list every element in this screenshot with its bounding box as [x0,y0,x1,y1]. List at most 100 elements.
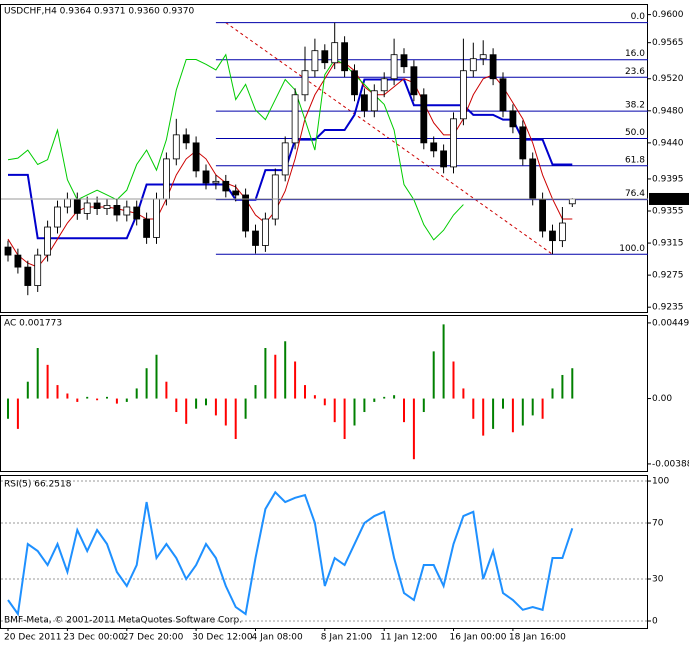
last-price-label: 0.9370 [652,194,684,204]
y-tick-label: 0.9440 [652,138,684,148]
candle-body [301,70,309,96]
candle-body [430,142,438,152]
price-title: USDCHF,H4 0.9364 0.9371 0.9360 0.9370 [4,7,194,17]
y-tick-label: 0.9355 [652,207,684,217]
y-tick-label: 100 [652,477,669,487]
fib-label: 23.6 [625,67,645,77]
candle-body [261,218,269,246]
fib-label: 76.4 [625,189,645,199]
candle-body [14,254,22,268]
y-tick-label: 0.9275 [652,271,684,281]
candle-body [351,70,358,96]
candle-body [321,50,329,64]
candle-body [341,42,349,72]
candle-body [291,94,299,144]
candle-body [242,194,250,232]
candle-body [143,218,151,238]
candle-body [370,90,378,112]
candle-body [559,222,566,242]
candle-body [271,174,279,220]
y-tick-label: 0.9565 [652,38,684,48]
x-tick-label: 11 Jan 12:00 [380,633,437,643]
line [7,53,464,241]
candle-body [222,180,230,192]
candle-body [232,190,240,196]
candle-body [113,204,121,216]
candle-body [519,126,527,160]
fib-label: 38.2 [625,101,645,111]
candle-body [281,142,289,176]
candle-body [331,42,339,64]
candle-body [360,94,368,112]
candle-body [450,118,457,168]
candle-body [162,158,170,200]
x-tick-label: 27 Dec 20:00 [123,633,184,643]
y-tick-label: 0.9395 [652,174,684,184]
candle-body [133,206,141,220]
line [7,490,574,617]
candle-body [4,246,12,256]
x-tick-label: 16 Jan 00:00 [450,633,507,643]
candle-body [311,50,319,72]
x-tick-label: 30 Dec 12:00 [192,633,253,643]
candle-body [390,54,398,80]
candle-body [469,58,477,72]
fib-label: 61.8 [625,155,645,165]
y-tick-label: 0 [652,617,658,627]
candle-body [182,134,190,144]
x-tick-label: 23 Dec 00:00 [63,633,124,643]
candle-body [479,54,487,60]
x-tick-label: 4 Jan 08:00 [252,633,304,643]
candle-body [24,266,32,286]
candle-body [83,202,91,214]
candle-body [212,180,220,184]
candle-body [440,150,448,168]
candle-body [64,198,71,208]
x-tick-label: 20 Dec 2011 [4,633,62,643]
last-price-box [649,192,689,205]
candle-body [192,142,200,172]
y-tick-label: 0.00449 [652,318,689,328]
fib-label: 0.0 [631,12,646,22]
candle-body [54,206,61,228]
candle-body [103,204,111,209]
candle-body [93,202,101,209]
candle-body [459,70,467,120]
copyright: BMF-Meta, © 2001-2011 MetaQuotes Softwar… [4,616,242,626]
line [7,62,573,268]
candle-body [549,230,556,242]
candle-body [509,110,517,128]
candle-body [172,134,180,160]
line [8,78,573,240]
ac-pane [0,315,648,472]
candle-body [44,226,51,256]
candle-body [73,198,81,214]
candle-body [153,198,160,238]
rsi-title: RSI(5) 66.2518 [4,480,72,490]
candle-body [539,198,546,232]
candle-body [489,54,497,80]
y-tick-label: 0.9235 [652,303,684,313]
fib-label: 100.0 [619,244,645,254]
candle-body [568,198,576,205]
candle-body [380,78,388,92]
y-tick-label: 0.9600 [652,10,684,20]
candle-body [252,230,259,246]
y-tick-label: -0.00388 [652,459,689,469]
candle-body [410,66,418,96]
candle-body [34,254,42,286]
candle-body [529,158,537,200]
x-tick-label: 8 Jan 21:00 [321,633,373,643]
candle-body [123,206,131,216]
y-tick-label: 70 [652,519,664,529]
y-tick-label: 0.9315 [652,239,684,249]
rsi-pane [0,475,648,629]
fib-label: 16.0 [625,49,645,59]
candle-body [499,78,507,112]
candle-body [202,170,210,184]
candle-body [400,54,408,68]
fib-label: 50.0 [625,128,645,138]
y-tick-label: 0.00 [652,394,672,404]
